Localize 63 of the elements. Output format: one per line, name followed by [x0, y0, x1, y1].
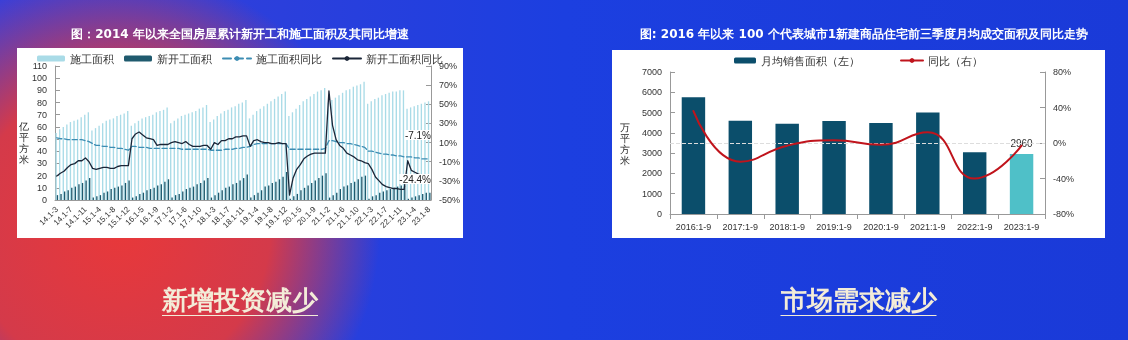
x-tick-label: 2016:1-9 [675, 221, 712, 232]
y-tick-label: 5000 [641, 107, 662, 118]
annotation: -7.1% [404, 129, 432, 141]
legend-label: 新开工面积 [157, 52, 212, 65]
y2-tick-label: -10% [438, 156, 461, 167]
y-tick-label: 7000 [641, 67, 662, 77]
y-tick-label: 60 [36, 121, 47, 132]
y2-tick-label: 10% [438, 137, 458, 148]
line-series [56, 137, 430, 160]
bar [728, 120, 753, 214]
y-tick-label: 110 [32, 61, 47, 71]
x-tick-label: 2022:1-9 [956, 221, 993, 232]
bar [962, 152, 987, 214]
y-tick-label: 70 [36, 109, 47, 120]
legend-label: 新开工面积同比 [366, 52, 443, 65]
text: 市场需求减少 [779, 284, 938, 317]
bar [1009, 153, 1034, 214]
y2-tick-label: 40% [1053, 102, 1072, 113]
y-tick-label: 0 [656, 209, 662, 219]
y-tick-label: 6000 [641, 87, 662, 98]
y2-tick-label: -40% [1053, 173, 1075, 184]
y2-tick-label: 30% [438, 118, 458, 129]
y-tick-label: 10 [36, 182, 47, 193]
y-tick-label: 0 [41, 195, 47, 205]
x-tick-label: 2020:1-9 [863, 221, 899, 232]
bar [869, 123, 893, 214]
x-tick-label: 2017:1-9 [722, 221, 759, 232]
x-tick-label: 2018:1-9 [769, 221, 805, 232]
y2-tick-label: 70% [438, 80, 458, 91]
y-axis-title: 亿平方米 [18, 121, 29, 165]
legend-label: 同比（右） [928, 54, 983, 67]
chart-title: 图：2014 年以来全国房屋累计新开工和施工面积及其同比增速 [70, 26, 410, 43]
x-tick-label: 2019:1-9 [816, 221, 852, 232]
y-axis-title: 万平方米 [620, 122, 630, 166]
text: 新增投资减少 [161, 284, 319, 317]
bar [681, 97, 706, 214]
y-tick-label: 30 [36, 158, 47, 169]
y-tick-label: 2000 [641, 168, 662, 179]
legend-label: 施工面积同比 [256, 52, 322, 65]
x-tick-label: 2023:1-9 [1003, 221, 1040, 232]
y2-tick-label: -30% [438, 175, 461, 186]
y2-tick-label: 50% [438, 99, 458, 110]
y-tick-label: 50 [36, 134, 47, 145]
y-tick-label: 20 [36, 170, 47, 181]
bar [822, 121, 846, 214]
bar [775, 123, 799, 214]
x-tick-label: 2021:1-9 [910, 221, 946, 232]
y2-tick-label: -80% [1053, 209, 1075, 219]
legend-label: 施工面积 [70, 52, 114, 65]
y-tick-label: 90 [36, 85, 47, 96]
chart-title: 图: 2016 年以来 100 个代表城市1新建商品住宅前三季度月均成交面积及同比走势 [638, 26, 1090, 43]
y2-tick-label: 0% [1053, 138, 1067, 148]
y-tick-label: 40 [36, 146, 47, 157]
legend-label: 月均销售面积（左） [761, 54, 860, 67]
y-tick-label: 4000 [641, 127, 662, 138]
y2-tick-label: 80% [1053, 67, 1072, 77]
bar [916, 112, 940, 214]
y2-tick-label: -50% [438, 195, 461, 205]
y-tick-label: 3000 [641, 148, 662, 159]
y-tick-label: 1000 [641, 188, 662, 199]
y-tick-label: 100 [31, 73, 47, 84]
y-tick-label: 80 [36, 97, 47, 108]
annotation: -24.4% [399, 173, 432, 185]
